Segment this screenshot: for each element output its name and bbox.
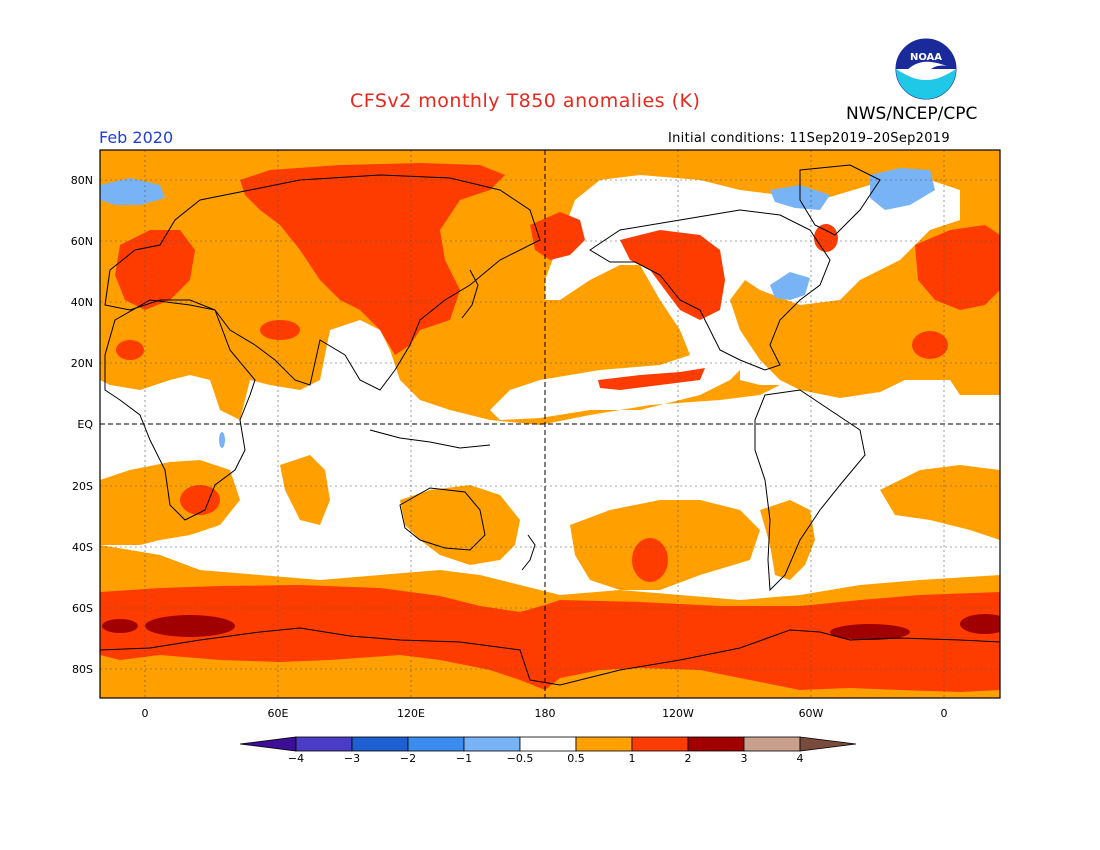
colorbar-label-m2: −2 — [400, 752, 416, 765]
very-hot-patch-3 — [960, 614, 1000, 634]
lat-tick-20s: 20S — [72, 480, 93, 493]
hot-region-pacific-strip — [598, 368, 705, 390]
japan-outline — [461, 269, 479, 319]
lat-tick-60n: 60N — [71, 235, 93, 248]
cool-region-east-us — [770, 272, 810, 300]
colorbar-arrow-left — [239, 736, 297, 752]
colorbar-swatch-2 — [351, 736, 409, 752]
lon-tick-180: 180 — [535, 707, 556, 720]
colorbar-swatch-7 — [631, 736, 689, 752]
lat-tick-20n: 20N — [71, 357, 93, 370]
colorbar-label-m4: −4 — [288, 752, 304, 765]
colorbar — [239, 736, 857, 752]
colorbar-label-p05: 0.5 — [567, 752, 585, 765]
lon-tick-60e: 60E — [268, 707, 289, 720]
colorbar-swatch-3 — [407, 736, 465, 752]
colorbar-swatch-5 — [519, 736, 577, 752]
hot-region-europe-east — [915, 225, 1000, 310]
map-frame — [99, 149, 1001, 699]
lon-axis-labels: 0 60E 120E 180 120W 60W 0 — [142, 707, 948, 720]
indonesia-outline — [369, 429, 491, 449]
very-hot-patch-1 — [145, 615, 235, 637]
cool-region-north-atlantic — [870, 168, 935, 210]
warm-region-south-pacific — [570, 500, 760, 590]
colorbar-labels: −4 −3 −2 −1 −0.5 0.5 1 2 3 4 — [288, 752, 804, 765]
colorbar-label-m1: −1 — [456, 752, 472, 765]
noaa-logo-text: NOAA — [910, 52, 942, 63]
africa-outline — [104, 299, 256, 521]
cool-region-greenland-sea — [100, 178, 165, 205]
lon-tick-60w: 60W — [799, 707, 824, 720]
eurasia-outline — [104, 174, 541, 391]
cool-blob-east-africa — [219, 432, 225, 448]
very-hot-patch-2 — [830, 624, 910, 640]
lat-tick-40n: 40N — [71, 296, 93, 309]
very-hot-patch-4 — [102, 619, 138, 633]
lon-tick-0-right: 0 — [941, 707, 948, 720]
colorbar-swatch-8 — [687, 736, 745, 752]
lon-tick-120w: 120W — [662, 707, 694, 720]
initial-conditions: Initial conditions: 11Sep2019–20Sep2019 — [668, 131, 950, 146]
colorbar-swatch-1 — [295, 736, 353, 752]
new-zealand-outline — [521, 534, 536, 571]
warm-region-south-indian — [280, 455, 330, 525]
colorbar-label-p2: 2 — [685, 752, 692, 765]
hot-region-bering — [530, 212, 585, 260]
warm-region-south-aus — [400, 485, 520, 565]
coastlines — [100, 164, 1000, 686]
warm-region-south-sa — [760, 500, 815, 580]
colorbar-swatch-6 — [575, 736, 633, 752]
greenland-outline — [799, 164, 881, 236]
colorbar-swatch-4 — [463, 736, 521, 752]
lat-tick-eq: EQ — [77, 418, 93, 431]
colorbar-label-m05: −0.5 — [507, 752, 534, 765]
colorbar-arrow-right — [799, 736, 857, 752]
forecast-period: Feb 2020 — [99, 128, 174, 147]
lat-tick-80s: 80S — [72, 663, 93, 676]
south-america-outline — [754, 389, 866, 592]
hot-blob-mid-asia — [260, 320, 300, 340]
lat-axis-labels: 80N 60N 40N 20N EQ 20S 40S 60S 80S — [71, 174, 94, 676]
colorbar-label-p4: 4 — [797, 752, 804, 765]
anomaly-field — [100, 150, 1000, 698]
hot-blob-africa — [180, 485, 220, 515]
hot-region-north-america — [620, 230, 725, 320]
colorbar-label-p3: 3 — [741, 752, 748, 765]
lat-tick-80n: 80N — [71, 174, 93, 187]
hot-blob-sahara — [116, 340, 144, 360]
warm-region-south-atlantic — [880, 465, 1000, 540]
colorbar-label-p1: 1 — [629, 752, 636, 765]
hot-blob-arabia — [912, 331, 948, 359]
graticule — [100, 150, 1000, 698]
chart-title: CFSv2 monthly T850 anomalies (K) — [350, 90, 701, 112]
lon-tick-0-left: 0 — [142, 707, 149, 720]
noaa-logo: NOAA — [895, 38, 957, 100]
australia-outline — [399, 487, 486, 551]
colorbar-label-m3: −3 — [344, 752, 360, 765]
north-america-outline — [589, 209, 831, 371]
organization-label: NWS/NCEP/CPC — [846, 104, 978, 124]
lat-tick-60s: 60S — [72, 602, 93, 615]
hot-blob-greenland — [814, 224, 838, 252]
hot-band-southern-ocean — [100, 585, 1000, 692]
lat-tick-40s: 40S — [72, 541, 93, 554]
colorbar-swatch-9 — [743, 736, 801, 752]
hot-region-siberia — [240, 163, 505, 355]
hot-blob-south-pacific — [632, 538, 668, 582]
lon-tick-120e: 120E — [397, 707, 425, 720]
